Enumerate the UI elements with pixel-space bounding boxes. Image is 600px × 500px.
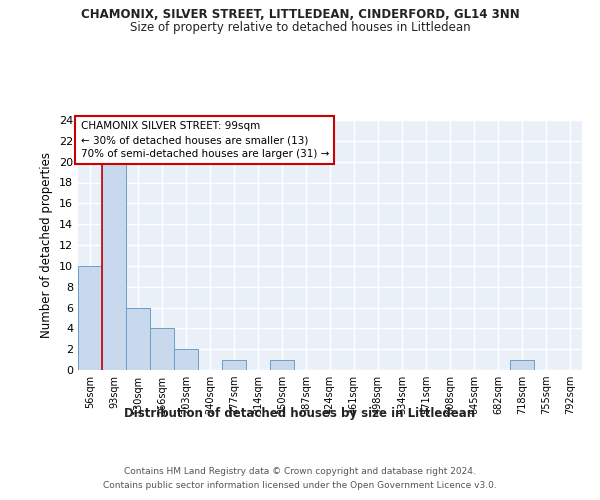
Text: Contains HM Land Registry data © Crown copyright and database right 2024.: Contains HM Land Registry data © Crown c… — [124, 468, 476, 476]
Y-axis label: Number of detached properties: Number of detached properties — [40, 152, 53, 338]
Bar — [127, 308, 149, 370]
Bar — [271, 360, 293, 370]
Bar — [511, 360, 533, 370]
Text: CHAMONIX SILVER STREET: 99sqm
← 30% of detached houses are smaller (13)
70% of s: CHAMONIX SILVER STREET: 99sqm ← 30% of d… — [80, 121, 329, 159]
Text: Distribution of detached houses by size in Littledean: Distribution of detached houses by size … — [124, 408, 476, 420]
Bar — [103, 162, 125, 370]
Bar — [175, 349, 197, 370]
Bar — [223, 360, 245, 370]
Text: Size of property relative to detached houses in Littledean: Size of property relative to detached ho… — [130, 21, 470, 34]
Text: Contains public sector information licensed under the Open Government Licence v3: Contains public sector information licen… — [103, 481, 497, 490]
Bar — [79, 266, 101, 370]
Text: CHAMONIX, SILVER STREET, LITTLEDEAN, CINDERFORD, GL14 3NN: CHAMONIX, SILVER STREET, LITTLEDEAN, CIN… — [80, 8, 520, 20]
Bar — [151, 328, 173, 370]
